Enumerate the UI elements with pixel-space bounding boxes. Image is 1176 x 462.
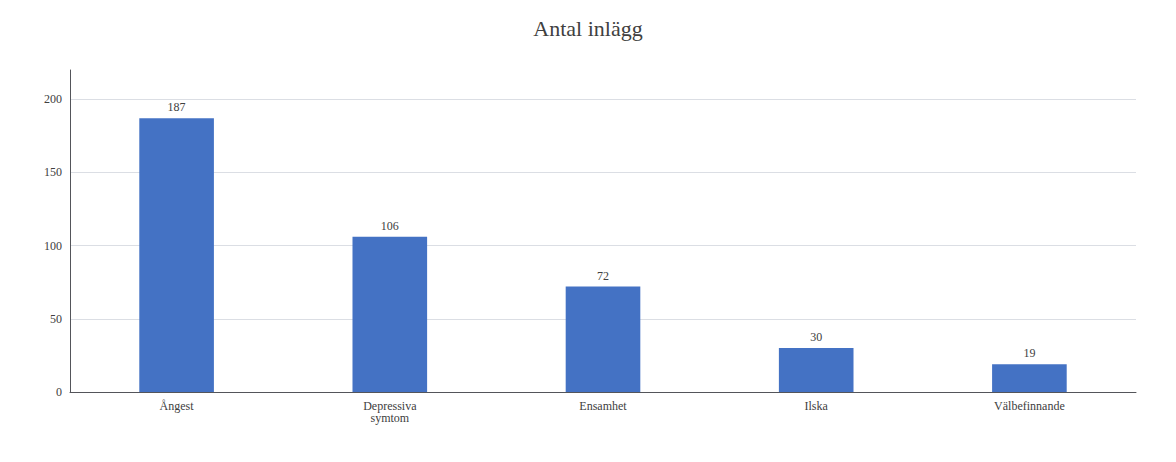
svg-text:150: 150 [44,165,62,179]
svg-text:19: 19 [1023,346,1035,360]
svg-text:Antal inlägg: Antal inlägg [533,16,642,41]
svg-text:Ångest: Ångest [160,399,195,413]
svg-text:100: 100 [44,239,62,253]
svg-text:106: 106 [381,219,399,233]
svg-text:Välbefinnande: Välbefinnande [994,399,1065,413]
svg-text:Depressiva: Depressiva [363,399,417,413]
svg-text:0: 0 [56,385,62,399]
svg-text:symtom: symtom [370,411,409,425]
svg-text:187: 187 [168,100,186,114]
svg-text:30: 30 [810,330,822,344]
svg-text:200: 200 [44,92,62,106]
svg-text:Ensamhet: Ensamhet [579,399,627,413]
svg-text:Ilska: Ilska [805,399,829,413]
svg-text:72: 72 [597,269,609,283]
svg-text:50: 50 [50,312,62,326]
